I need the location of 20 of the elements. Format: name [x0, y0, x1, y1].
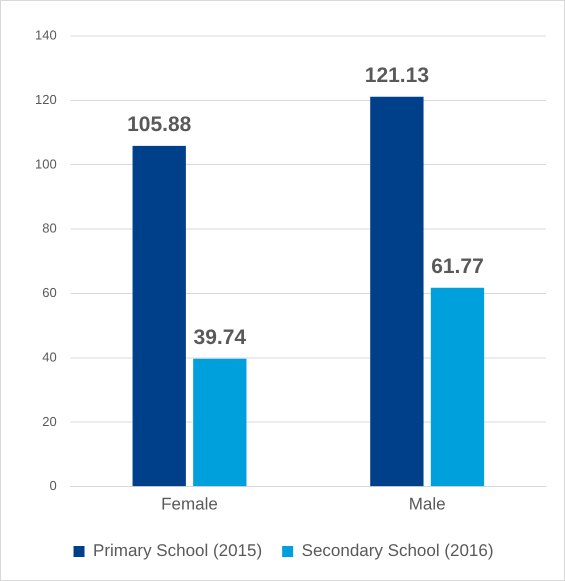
y-tick-label: 140 [34, 28, 57, 43]
bar [370, 96, 424, 486]
data-label: 39.74 [194, 326, 246, 349]
data-label: 105.88 [127, 113, 192, 136]
x-tick-label: Male [408, 494, 446, 514]
legend-label: Secondary School (2016) [302, 541, 494, 560]
legend-label: Primary School (2015) [93, 541, 262, 560]
data-label: 61.77 [431, 255, 484, 278]
bar [193, 358, 246, 486]
data-label: 121.13 [364, 64, 429, 88]
y-tick-label: 120 [34, 92, 57, 107]
y-tick-label: 40 [42, 349, 57, 364]
x-tick-label: Female [161, 494, 218, 514]
y-tick-label: 80 [42, 220, 57, 236]
bar [132, 146, 186, 486]
bar [430, 288, 484, 486]
y-tick-label: 100 [34, 156, 57, 172]
y-tick-label: 20 [42, 414, 57, 429]
y-tick-label: 60 [42, 285, 57, 300]
y-tick-label: 0 [49, 478, 57, 494]
